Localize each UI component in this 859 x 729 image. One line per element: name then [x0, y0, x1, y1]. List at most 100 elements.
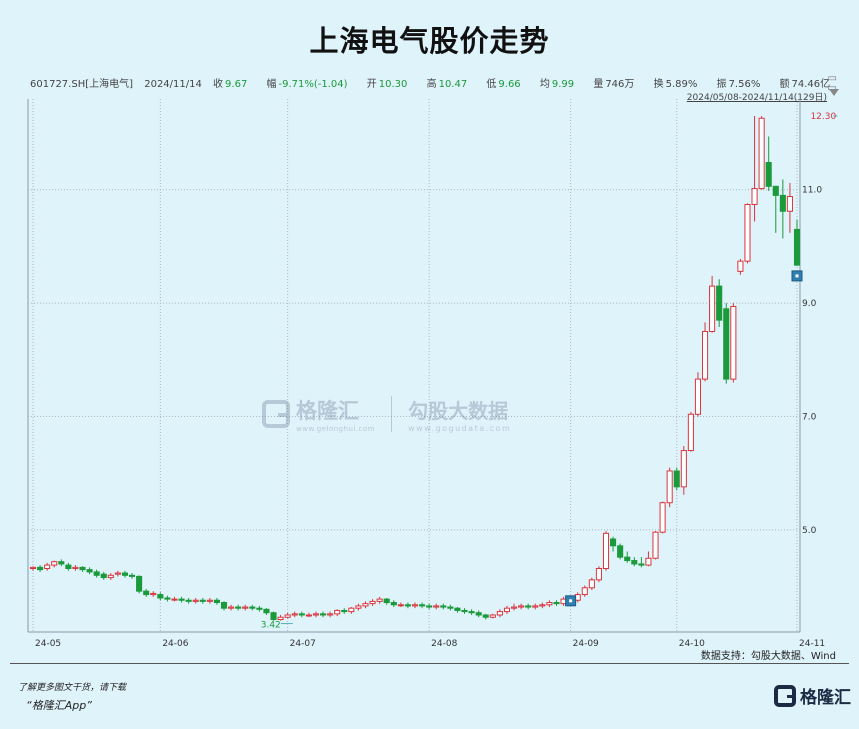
close-value: 9.67	[225, 79, 248, 90]
candle-body	[786, 196, 793, 212]
candle-body	[44, 564, 51, 569]
candle-body	[369, 600, 376, 605]
amplitude-label: 振	[716, 79, 727, 90]
candle-body	[128, 574, 136, 577]
candle-body	[659, 502, 666, 533]
event-marker-dot	[795, 274, 799, 278]
candle-body	[532, 605, 539, 608]
dropdown-arrow-icon[interactable]	[829, 89, 839, 96]
candle-body	[235, 606, 242, 609]
candle-body	[164, 597, 171, 600]
watermark-brand-name: 格隆汇	[296, 399, 359, 423]
candle-body	[433, 605, 440, 608]
candle-body	[192, 599, 199, 602]
open-field: 开 10.30	[367, 79, 416, 90]
candle-body	[419, 604, 426, 607]
candle-body	[213, 599, 220, 604]
watermark-logo-icon	[262, 400, 290, 428]
candle-body	[100, 573, 107, 579]
watermark-gogu: 勾股大数据 www.gogudata.com	[408, 395, 511, 433]
candle-body	[744, 203, 751, 262]
volume-value: 746万	[605, 79, 635, 90]
candle-body	[277, 616, 284, 621]
candle-body	[723, 308, 730, 380]
candle-body	[581, 587, 588, 596]
candle-body	[199, 599, 206, 602]
close-field: 收 9.67	[213, 79, 255, 90]
open-label: 开	[366, 79, 377, 90]
turnover-value: 5.89%	[665, 79, 698, 90]
candle-body	[298, 613, 305, 616]
x-tick-label: 24-09	[573, 639, 599, 649]
brand-logo: 格隆汇	[774, 683, 851, 708]
candle-body	[772, 185, 779, 196]
candle-body	[489, 614, 496, 618]
brand-logo-icon	[774, 684, 796, 707]
candle-body	[397, 604, 404, 607]
change-value: -9.71%(-1.04)	[278, 79, 348, 90]
candle-body	[284, 614, 291, 618]
candle-body	[383, 598, 390, 604]
candle-body	[638, 563, 645, 566]
candle-body	[185, 599, 192, 602]
y-tick-label: 5.0	[802, 526, 817, 536]
chart-title: 上海电气股价走势	[309, 24, 550, 58]
low-value: 9.66	[498, 79, 521, 90]
candle-body	[150, 592, 157, 596]
y-tick-label: 11.0	[802, 186, 822, 196]
x-tick-label: 24-08	[431, 639, 457, 649]
candle-body	[107, 574, 114, 579]
candle-body	[525, 605, 532, 608]
chart-tools-icon[interactable]: ▭ ▭	[827, 73, 837, 94]
avg-field: 均 9.99	[540, 79, 582, 90]
candle-body	[312, 613, 320, 616]
candle-body	[355, 605, 362, 609]
candle-body	[426, 605, 433, 608]
candle-body	[37, 566, 44, 571]
candle-body	[305, 614, 312, 617]
x-tick-label: 24-07	[290, 639, 316, 649]
candle-body	[553, 602, 560, 605]
watermark-brand: 格隆汇 www.gelonghui.com	[296, 395, 375, 433]
data-source: 数据支持：勾股大数据、Wind	[700, 651, 836, 662]
candle-body	[610, 538, 617, 547]
candle-body	[86, 569, 93, 573]
footer-download-text: 了解更多图文干货，请下载	[18, 683, 127, 693]
candle-body	[440, 605, 447, 608]
high-value: 10.47	[438, 79, 468, 90]
amplitude-field: 振 7.56%	[717, 79, 769, 90]
candle-body	[496, 611, 503, 616]
low-annotation: 3.42	[261, 621, 281, 631]
candle-body	[709, 285, 716, 332]
candle-body	[716, 285, 723, 321]
candle-body	[348, 607, 355, 613]
candle-body	[411, 604, 419, 607]
candle-body	[291, 613, 298, 616]
quote-date: 2024/11/14	[144, 79, 202, 90]
candle-body	[220, 602, 228, 609]
candle-body	[687, 413, 694, 452]
candle-body	[602, 532, 610, 569]
date-range-note[interactable]: 2024/05/08-2024/11/14(129日)	[686, 93, 827, 103]
low-label: 低	[486, 79, 497, 90]
volume-field: 量 746万	[593, 79, 642, 90]
watermark-divider	[391, 396, 393, 432]
candle-body	[518, 605, 525, 608]
candle-body	[510, 606, 518, 609]
candle-body	[327, 613, 334, 616]
candle-body	[121, 572, 129, 576]
candle-body	[93, 571, 100, 576]
candle-body	[341, 609, 348, 613]
turnover-label: 换	[653, 79, 664, 90]
candle-body	[652, 531, 659, 559]
candle-body	[645, 557, 652, 566]
open-value: 10.30	[378, 79, 408, 90]
footer-divider	[10, 663, 849, 664]
candle-body	[793, 228, 801, 266]
x-tick-label: 24-06	[162, 639, 188, 649]
watermark-brand-url: www.gelonghui.com	[296, 425, 376, 433]
low-field: 低 9.66	[486, 79, 528, 90]
volume-label: 量	[593, 79, 604, 90]
high-label: 高	[426, 79, 437, 90]
high-field: 高 10.47	[427, 79, 476, 90]
